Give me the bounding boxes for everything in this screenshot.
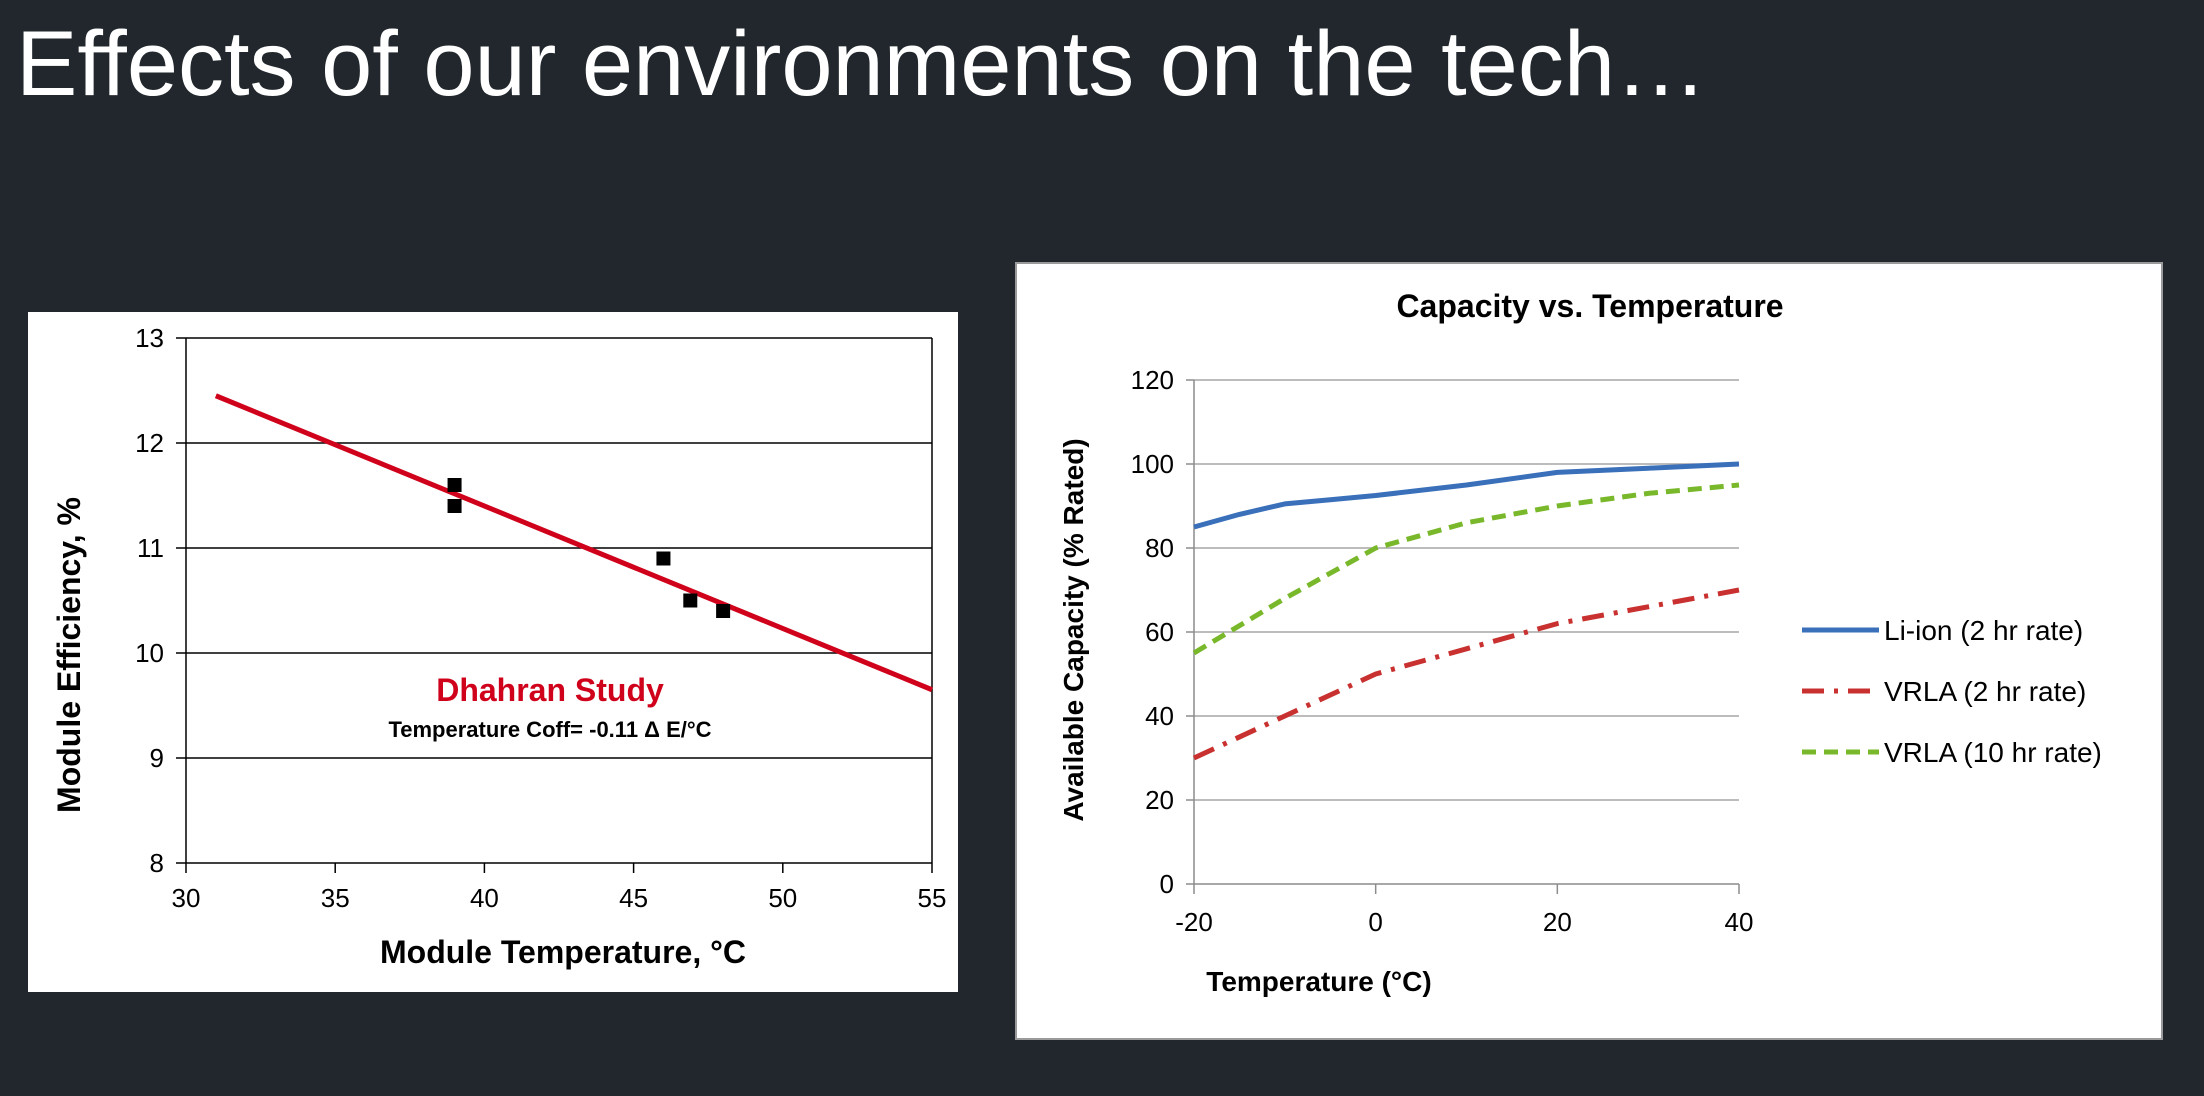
efficiency-y-tick-label: 8 xyxy=(150,848,164,878)
capacity-chart: Capacity vs. Temperature 0 20 40 60 80 100 120… xyxy=(1058,288,2102,997)
efficiency-x-tick-label: 50 xyxy=(768,883,797,913)
efficiency-x-tick-label: 45 xyxy=(619,883,648,913)
efficiency-data-point xyxy=(656,551,671,566)
capacity-y-tick-label: 0 xyxy=(1160,869,1174,899)
efficiency-x-axis-label: Module Temperature, °C xyxy=(380,934,746,970)
efficiency-x-tick-label: 40 xyxy=(470,883,499,913)
efficiency-x-tick-label: 55 xyxy=(918,883,947,913)
efficiency-trendline-segment xyxy=(214,393,933,693)
efficiency-data-point xyxy=(447,478,462,492)
efficiency-points xyxy=(447,478,731,618)
efficiency-data-point xyxy=(683,593,698,608)
capacity-legend-label: Li-ion (2 hr rate) xyxy=(1884,615,2083,646)
capacity-y-tick-label: 60 xyxy=(1145,617,1174,647)
efficiency-y-axis-label: Module Efficiency, % xyxy=(51,497,87,813)
efficiency-y-tick-label: 10 xyxy=(135,638,164,668)
capacity-y-tick-label: 120 xyxy=(1131,365,1174,395)
capacity-x-axis-label: Temperature (°C) xyxy=(1206,966,1431,997)
slide-title: Effects of our environments on the tech… xyxy=(16,13,1707,115)
efficiency-gridlines xyxy=(186,337,932,864)
capacity-chart-panel: Capacity vs. Temperature 0 20 40 60 80 100 120… xyxy=(1015,262,2163,1040)
capacity-y-ticks: 0 20 40 60 80 100 120 xyxy=(1131,365,1174,899)
efficiency-y-tick-label: 9 xyxy=(150,743,164,773)
efficiency-x-ticks: 30 35 40 45 50 55 xyxy=(172,883,947,913)
capacity-y-tick-label: 20 xyxy=(1145,785,1174,815)
efficiency-chart: 8 9 10 11 12 13 30 35 40 45 50 55 Dhahran Study Te… xyxy=(51,323,947,970)
efficiency-data-point xyxy=(447,499,462,513)
capacity-y-tick-label: 100 xyxy=(1131,449,1174,479)
efficiency-trendline xyxy=(214,393,933,693)
capacity-chart-title: Capacity vs. Temperature xyxy=(1396,288,1783,324)
efficiency-y-ticks: 8 9 10 11 12 13 xyxy=(135,323,164,878)
capacity-legend-label: VRLA (10 hr rate) xyxy=(1884,737,2102,768)
capacity-gridlines xyxy=(1194,379,1739,801)
efficiency-y-tick-label: 13 xyxy=(135,323,164,353)
efficiency-x-tick-label: 35 xyxy=(321,883,350,913)
study-label: Dhahran Study xyxy=(436,672,664,708)
capacity-legend: Li-ion (2 hr rate) VRLA (2 hr rate) VRLA (… xyxy=(1802,615,2102,768)
capacity-x-tick-label: 0 xyxy=(1368,907,1382,937)
capacity-axes xyxy=(1186,379,1740,894)
efficiency-y-tick-label: 12 xyxy=(135,428,164,458)
capacity-y-tick-label: 40 xyxy=(1145,701,1174,731)
capacity-legend-label: VRLA (2 hr rate) xyxy=(1884,676,2086,707)
capacity-x-tick-label: -20 xyxy=(1175,907,1213,937)
capacity-series-lines xyxy=(1192,461,1740,761)
capacity-series-line xyxy=(1192,587,1740,761)
efficiency-chart-panel: 8 9 10 11 12 13 30 35 40 45 50 55 Dhahran Study Te… xyxy=(28,312,958,992)
capacity-series-line xyxy=(1193,461,1740,530)
efficiency-axes xyxy=(176,337,933,873)
capacity-series-line xyxy=(1192,482,1740,656)
capacity-x-ticks: -20 0 20 40 xyxy=(1175,907,1753,937)
capacity-y-tick-label: 80 xyxy=(1145,533,1174,563)
capacity-y-axis-label: Available Capacity (% Rated) xyxy=(1058,438,1089,821)
efficiency-x-tick-label: 30 xyxy=(172,883,201,913)
efficiency-y-tick-label: 11 xyxy=(137,533,164,563)
coefficient-label: Temperature Coff= -0.11 Δ E/°C xyxy=(388,717,711,742)
capacity-x-tick-label: 20 xyxy=(1543,907,1572,937)
efficiency-data-point xyxy=(716,604,731,618)
capacity-x-tick-label: 40 xyxy=(1725,907,1754,937)
